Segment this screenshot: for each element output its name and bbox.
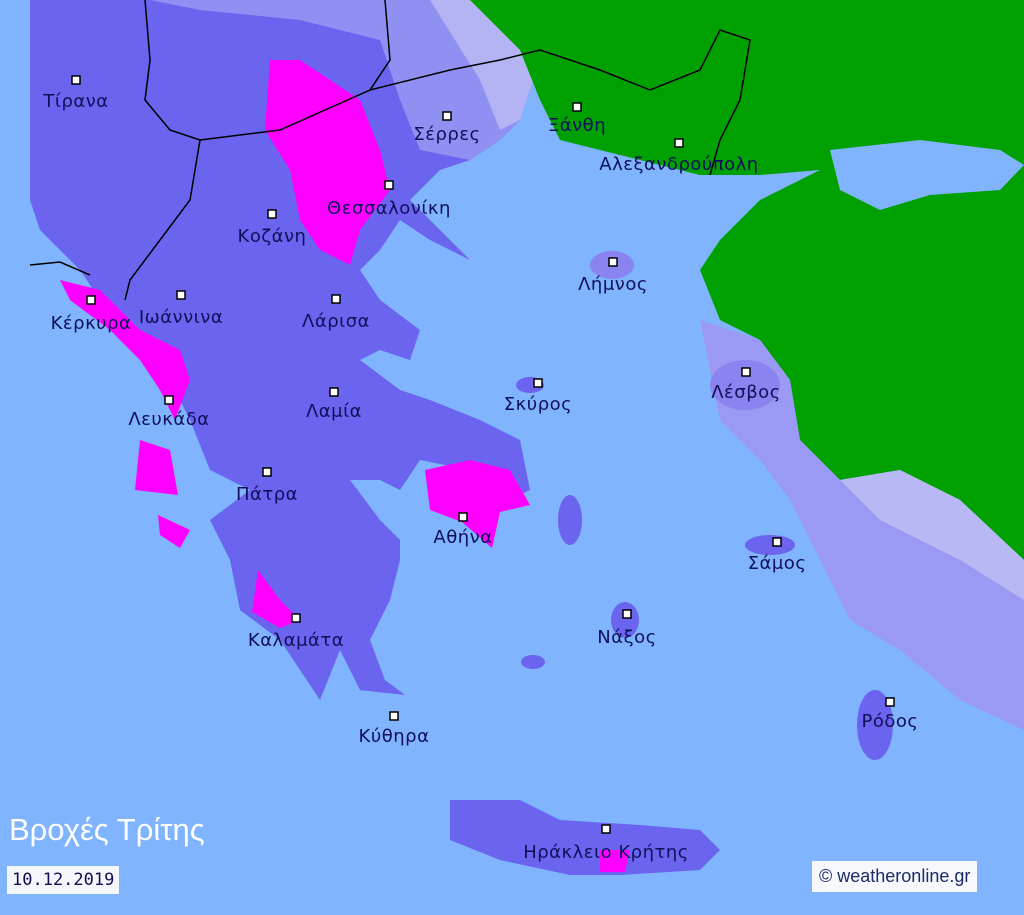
- city-label: Αλεξανδρούπολη: [599, 154, 759, 175]
- city-label: Καλαμάτα: [247, 630, 345, 651]
- island-rhodes: [857, 690, 893, 760]
- map-title: Βροχές Τρίτης: [9, 812, 205, 847]
- city-label: Ρόδος: [861, 711, 919, 732]
- city-marker: [772, 537, 782, 547]
- outside-area: [470, 0, 1024, 560]
- island-kythira: [521, 655, 545, 669]
- marmara-sea: [830, 140, 1024, 210]
- credit-link[interactable]: © weatheronline.gr: [812, 861, 978, 892]
- city-marker: [267, 209, 277, 219]
- city-marker: [329, 387, 339, 397]
- city-label: Θεσσαλονίκη: [327, 198, 451, 219]
- city-marker: [601, 824, 611, 834]
- city-marker: [389, 711, 399, 721]
- city-label: Ξάνθη: [547, 115, 607, 136]
- rain-heavy-kefalonia: [135, 440, 178, 495]
- city-label: Ηράκλειο Κρήτης: [523, 842, 689, 863]
- city-marker: [674, 138, 684, 148]
- city-marker: [885, 697, 895, 707]
- rain-heavy-kalamata: [252, 570, 300, 628]
- city-label: Λευκάδα: [128, 409, 210, 430]
- island-naxos: [611, 602, 639, 638]
- crete-heavy: [600, 850, 630, 872]
- city-label: Σκύρος: [503, 394, 573, 415]
- city-label: Λέσβος: [711, 382, 781, 403]
- city-label: Λήμνος: [578, 274, 648, 295]
- island-evia: [558, 495, 582, 545]
- borders: [29, 0, 751, 301]
- crete: [450, 800, 720, 875]
- city-label: Λάρισα: [302, 311, 370, 332]
- city-label: Κοζάνη: [237, 226, 307, 247]
- city-marker: [176, 290, 186, 300]
- city-marker: [86, 295, 96, 305]
- rain-heavy-corfu: [60, 280, 190, 420]
- city-marker: [164, 395, 174, 405]
- city-marker: [458, 512, 468, 522]
- rain-heavy-attica: [425, 460, 530, 548]
- map-date: 10.12.2019: [7, 866, 120, 894]
- rain-heavy-zakynthos: [158, 515, 190, 548]
- island-samos: [745, 535, 795, 555]
- city-label: Κύθηρα: [358, 726, 430, 747]
- city-label: Νάξος: [597, 627, 657, 648]
- city-label: Σάμος: [747, 553, 807, 574]
- city-marker: [291, 613, 301, 623]
- city-marker: [262, 467, 272, 477]
- city-marker: [622, 609, 632, 619]
- city-marker: [741, 367, 751, 377]
- rain-lighter-east: [840, 470, 1024, 600]
- city-label: Σέρρες: [413, 124, 481, 145]
- city-marker: [384, 180, 394, 190]
- island-lesvos: [710, 360, 780, 410]
- city-marker: [71, 75, 81, 85]
- city-marker: [442, 111, 452, 121]
- city-label: Ιωάννινα: [138, 307, 224, 328]
- rain-heavy-thessaloniki: [265, 60, 390, 265]
- city-label: Τίρανα: [43, 91, 109, 112]
- rain-light-east: [700, 320, 1024, 730]
- city-marker: [533, 378, 543, 388]
- city-label: Λαμία: [305, 401, 363, 422]
- city-label: Αθήνα: [433, 527, 493, 548]
- city-label: Πάτρα: [235, 484, 299, 505]
- city-label: Κέρκυρα: [50, 313, 132, 334]
- land-mainland: [30, 0, 540, 700]
- city-markers: [71, 75, 895, 834]
- city-marker: [608, 257, 618, 267]
- city-marker: [331, 294, 341, 304]
- city-marker: [572, 102, 582, 112]
